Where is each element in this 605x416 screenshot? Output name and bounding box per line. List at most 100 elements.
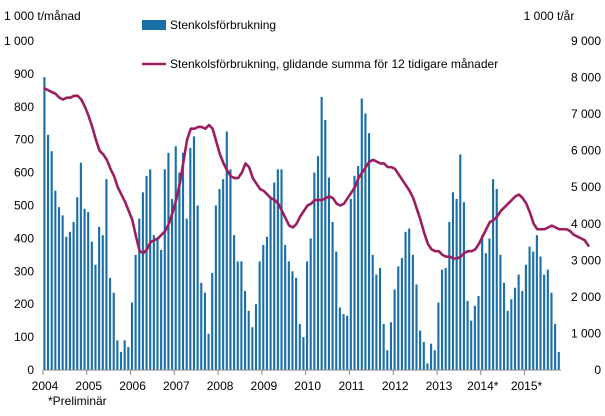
x-tick-label: 2004 [32,379,59,393]
bar [313,172,316,370]
bar [331,221,334,370]
bar [233,235,236,370]
bar [466,300,469,370]
bar [141,192,144,370]
bar [539,256,542,370]
legend-line-label: Stenkolsförbrukning, glidande summa för … [170,57,498,71]
bar [444,268,447,370]
bar [360,98,363,370]
bar [298,323,301,370]
bar [386,350,389,370]
bar [342,314,345,370]
bar [473,305,476,370]
bar [408,228,411,370]
bar [68,231,72,370]
x-tick-label: 2014* [467,379,499,393]
bar [521,291,524,370]
bar [506,310,509,370]
bar [535,235,538,370]
bar [196,205,199,370]
bar [65,236,68,370]
left-tick-label: 0 [27,363,34,377]
bar [192,136,196,370]
bar [419,330,422,370]
x-tick-label: 2013 [426,379,453,393]
bar [269,198,272,370]
bar [54,190,57,370]
x-tick-label: 2011 [339,379,365,393]
bar [43,77,46,370]
bar [502,282,506,370]
bar [448,221,451,370]
bar [167,152,170,370]
bar [484,253,487,370]
bar [225,131,228,370]
bar [57,207,61,370]
bar [440,269,444,370]
bar [291,271,294,370]
bar [532,251,535,370]
bar [364,113,367,370]
x-axis-labels: 2004 2005 2006 2007 2008 2009 2010 2011 2012 2013… [32,379,543,393]
bar [309,238,312,370]
right-axis-tick-labels: 0 1 000 2 000 3 000 4 000 5 000 6 000 7 000 8 00… [571,34,601,377]
x-tick-label: 2007 [163,379,190,393]
bar [265,236,268,370]
bar [459,154,462,370]
bar [273,182,276,370]
bar [218,189,221,370]
rolling-sum-line [43,87,590,260]
bar [47,134,50,370]
right-tick-label: 1 000 [571,326,601,340]
bar [430,343,433,370]
left-tick-label: 200 [14,297,34,311]
bar [320,96,323,371]
bar [119,351,123,370]
bar [79,162,82,370]
bar [411,254,414,370]
bar [83,208,86,370]
bar [389,322,393,370]
bar [382,323,385,370]
bar [371,254,374,370]
left-tick-label: 100 [14,330,34,344]
bar [101,235,104,370]
x-tick-label: 2012 [382,379,409,393]
bar [477,295,480,370]
bar [200,282,203,370]
bar [422,342,425,370]
bar [492,179,495,370]
bar [72,221,75,370]
bar [138,218,141,370]
bar [433,350,436,370]
bar [178,172,181,370]
bar [550,292,553,370]
bar [127,346,130,370]
bar [353,175,356,370]
bar [109,277,112,370]
bar [280,169,283,370]
bar [251,327,254,370]
right-tick-label: 3 000 [571,253,601,267]
bar [338,307,341,370]
right-tick-label: 5 000 [571,180,601,194]
bar [284,244,287,370]
bar [470,320,473,370]
bar [346,315,349,370]
bar [247,310,250,370]
x-tick-label: 2009 [251,379,278,393]
bar [316,156,320,370]
bar [375,274,378,370]
x-tick-label: 2015* [511,379,543,393]
bar [116,340,119,370]
bar [207,333,210,370]
bar [524,264,527,370]
bar [236,261,239,370]
right-tick-label: 9 000 [571,34,601,48]
bar [262,244,265,370]
bar [160,249,163,370]
right-tick-label: 0 [594,363,601,377]
bar [546,269,549,370]
bar [349,198,352,370]
left-tick-label: 900 [14,67,34,81]
